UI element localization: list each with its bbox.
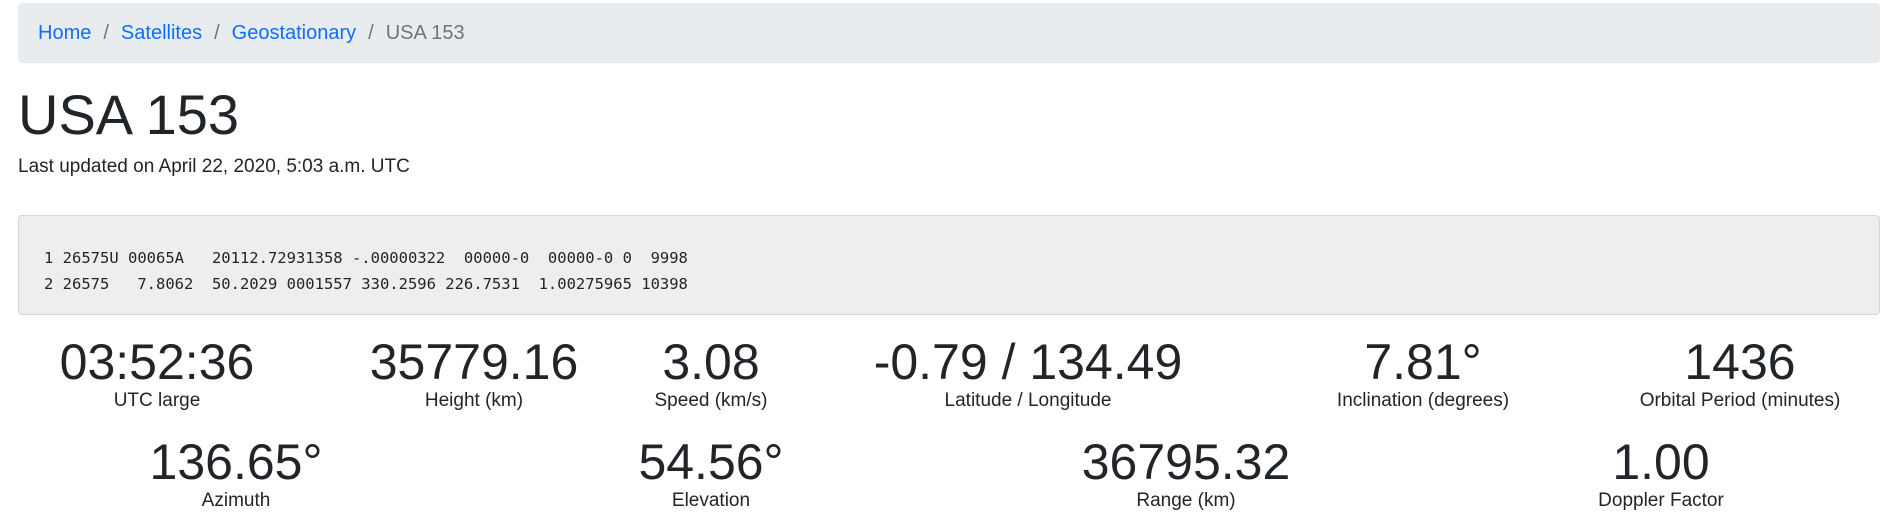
- stat-inclination-label: Inclination (degrees): [1336, 390, 1510, 411]
- stat-height-label: Height (km): [424, 390, 524, 411]
- stat-range-label: Range (km): [1136, 490, 1236, 511]
- stat-azimuth: 136.65° Azimuth: [150, 434, 323, 512]
- tle-line-2: 2 26575 7.8062 50.2029 0001557 330.2596 …: [44, 275, 688, 293]
- stat-period: 1436 Orbital Period (minutes): [1640, 334, 1841, 412]
- stat-height: 35779.16 Height (km): [370, 334, 579, 412]
- breadcrumb-geostationary-link[interactable]: Geostationary: [231, 21, 357, 44]
- stat-speed: 3.08 Speed (km/s): [655, 334, 768, 412]
- breadcrumb-separator: /: [103, 21, 109, 44]
- stat-range: 36795.32 Range (km): [1082, 434, 1291, 512]
- tle-line-1: 1 26575U 00065A 20112.72931358 -.0000032…: [44, 249, 688, 267]
- stat-speed-value: 3.08: [662, 334, 760, 390]
- breadcrumb-separator: /: [368, 21, 374, 44]
- stat-inclination: 7.81° Inclination (degrees): [1337, 334, 1509, 412]
- breadcrumb-separator: /: [214, 21, 220, 44]
- stat-elevation-label: Elevation: [671, 490, 751, 511]
- stat-height-value: 35779.16: [369, 334, 579, 390]
- tle-block: 1 26575U 00065A 20112.72931358 -.0000032…: [18, 215, 1880, 315]
- last-updated-text: Last updated on April 22, 2020, 5:03 a.m…: [18, 156, 410, 177]
- stat-period-value: 1436: [1684, 334, 1796, 390]
- stat-azimuth-value: 136.65°: [149, 434, 323, 490]
- stat-speed-label: Speed (km/s): [654, 390, 768, 411]
- stat-azimuth-label: Azimuth: [201, 490, 271, 511]
- stat-elevation-value: 54.56°: [638, 434, 784, 490]
- stat-doppler-label: Doppler Factor: [1598, 490, 1724, 511]
- breadcrumb-current: USA 153: [385, 21, 465, 44]
- page-title: USA 153: [18, 83, 240, 146]
- stat-inclination-value: 7.81°: [1364, 334, 1482, 390]
- stat-doppler: 1.00 Doppler Factor: [1598, 434, 1724, 512]
- stat-utc: 03:52:36 UTC large: [60, 334, 255, 412]
- stat-utc-label: UTC large: [113, 390, 201, 411]
- stat-latlon: -0.79 / 134.49 Latitude / Longitude: [874, 334, 1183, 412]
- stat-doppler-value: 1.00: [1612, 434, 1710, 490]
- breadcrumb-satellites-link[interactable]: Satellites: [120, 21, 203, 44]
- breadcrumb-home-link[interactable]: Home: [38, 21, 92, 44]
- breadcrumb: Home / Satellites / Geostationary / USA …: [18, 3, 1880, 63]
- stat-latlon-value: -0.79 / 134.49: [873, 334, 1183, 390]
- stat-utc-value: 03:52:36: [59, 334, 255, 390]
- stat-elevation: 54.56° Elevation: [638, 434, 783, 512]
- stat-latlon-label: Latitude / Longitude: [944, 390, 1112, 411]
- stat-range-value: 36795.32: [1081, 434, 1291, 490]
- stat-period-label: Orbital Period (minutes): [1639, 390, 1841, 411]
